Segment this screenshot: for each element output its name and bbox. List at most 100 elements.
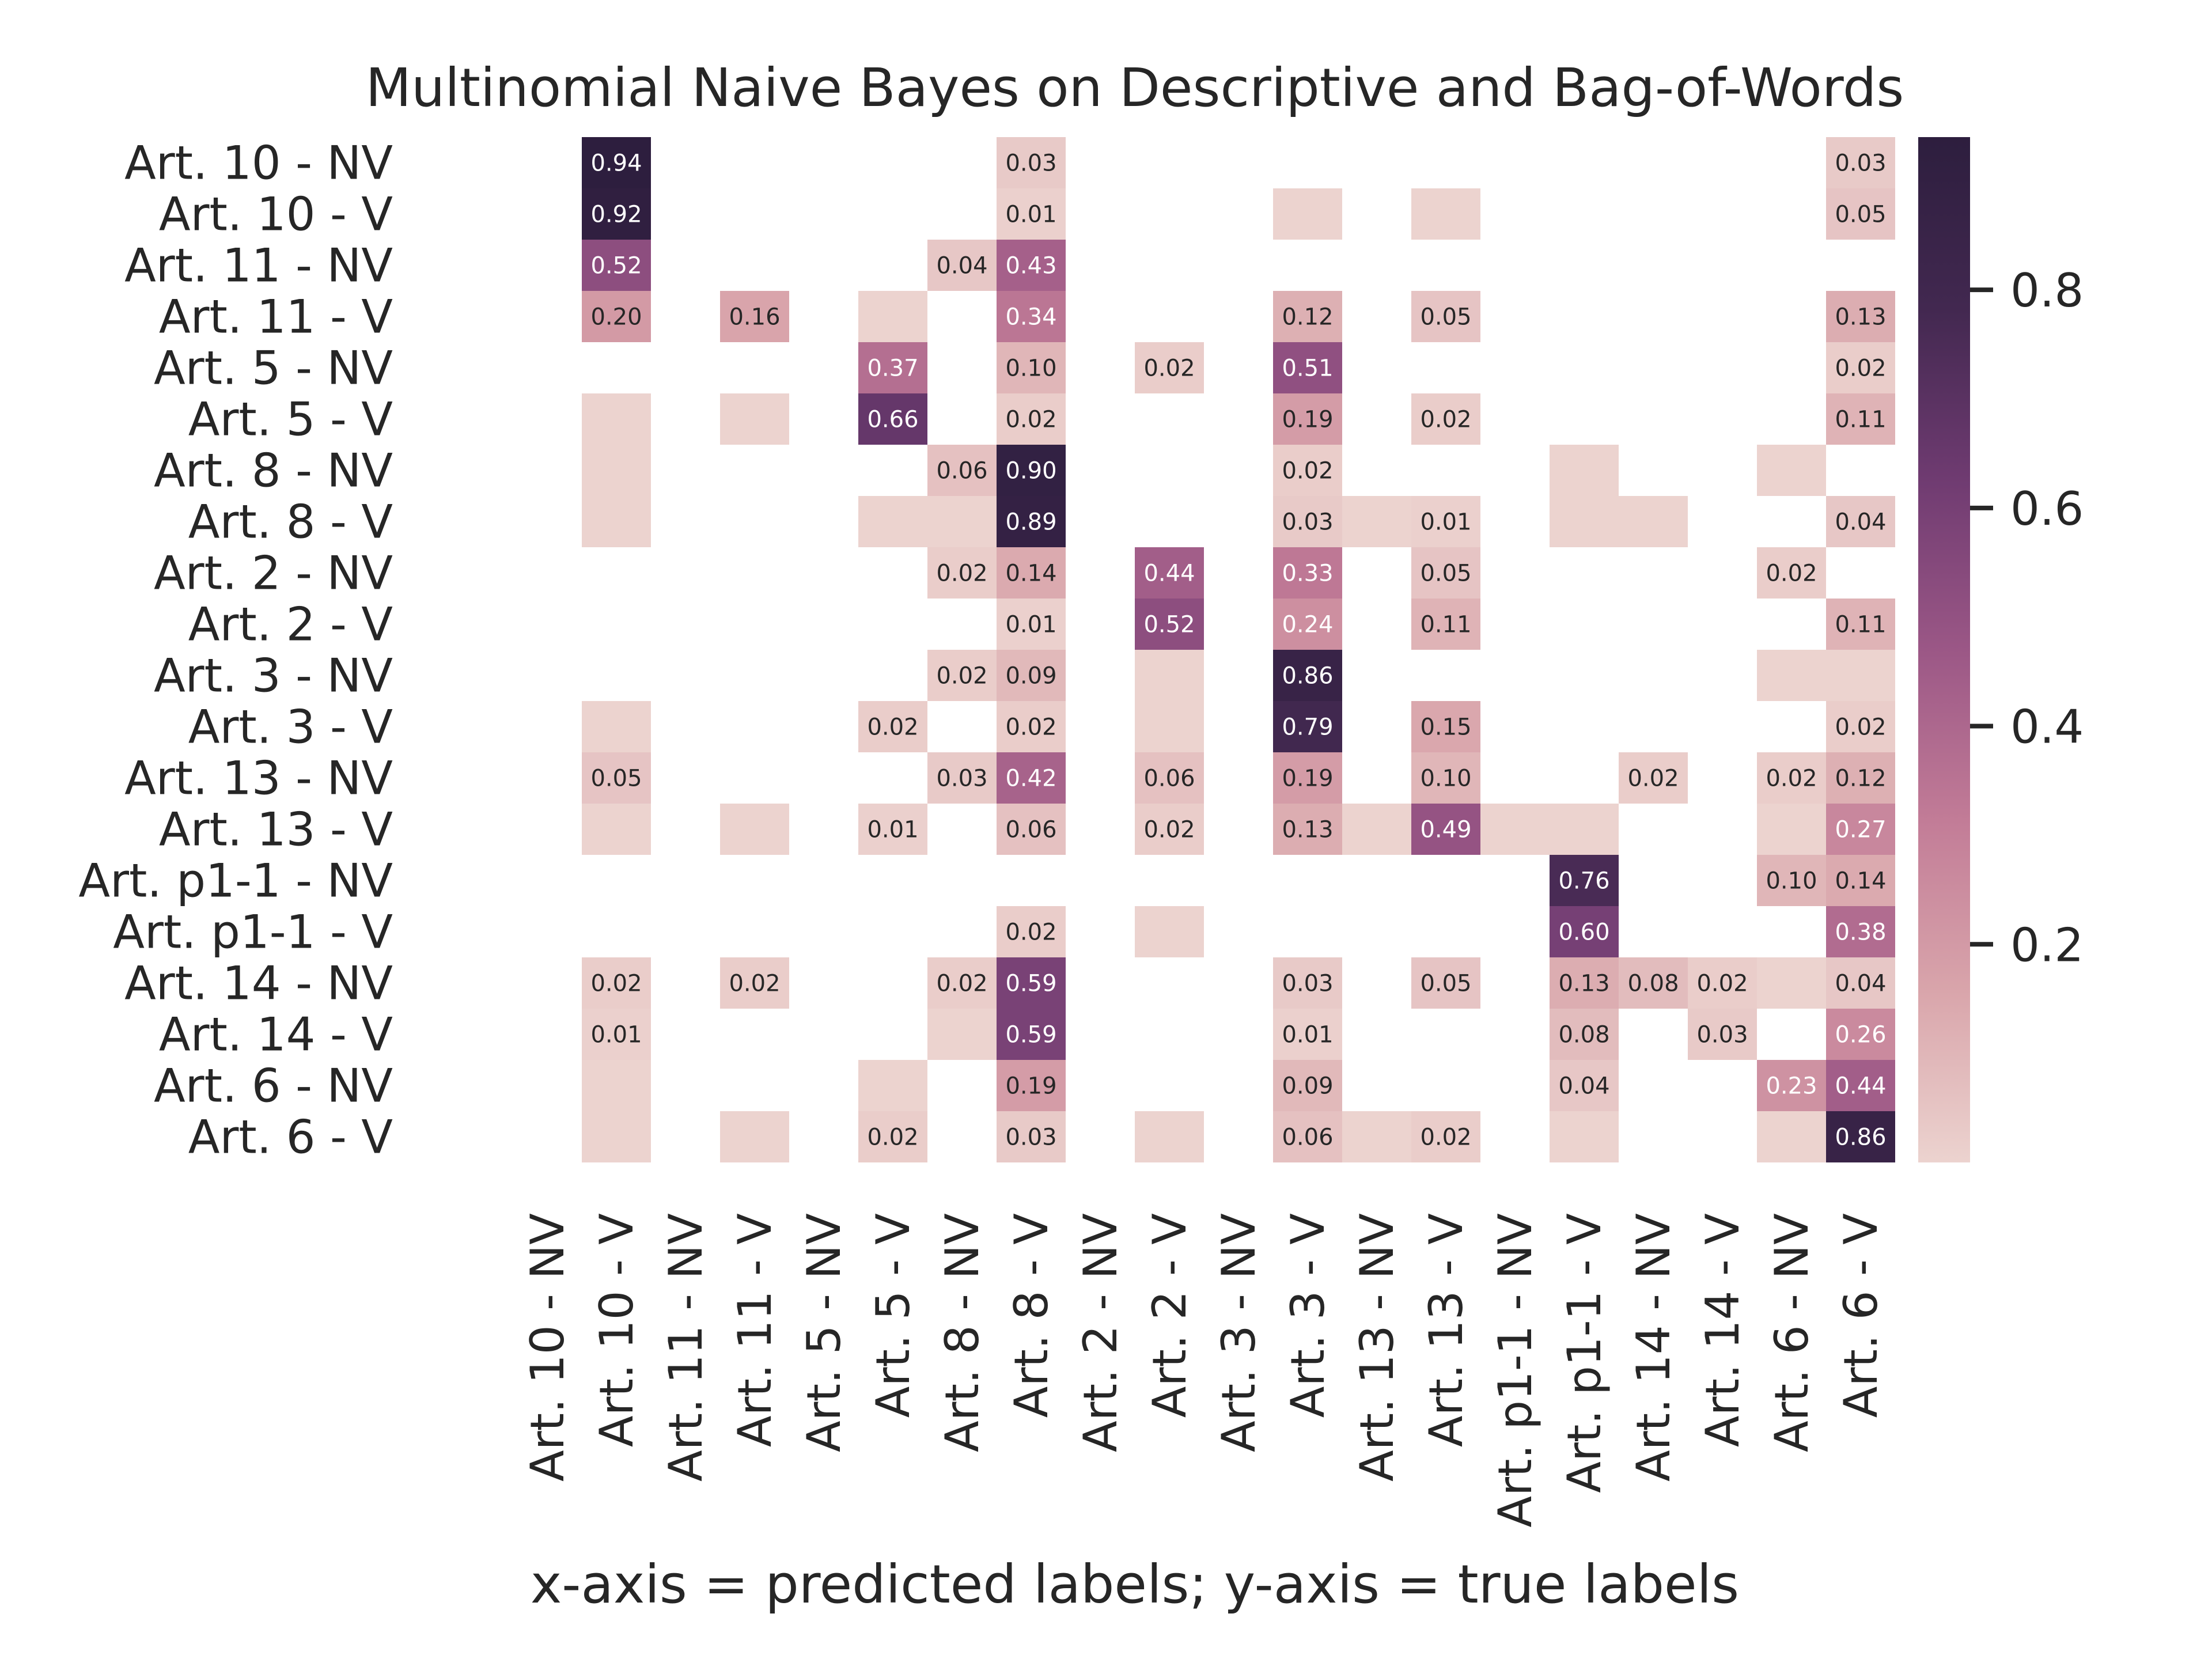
- cell-value-label: 0.05: [1420, 304, 1471, 331]
- cell-value-label: 0.19: [1005, 1073, 1056, 1100]
- cell-value-label: 0.14: [1835, 868, 1886, 895]
- cell-value-label: 0.02: [1005, 919, 1056, 946]
- x-tick-label: Art. 3 - NV: [1212, 1213, 1266, 1452]
- x-tick-label: Art. 13 - NV: [1350, 1213, 1404, 1482]
- heatmap-cell: [1135, 804, 1204, 855]
- cell-value-label: 0.89: [1005, 509, 1056, 536]
- heatmap-cell: [997, 701, 1066, 752]
- cell-value-label: 0.11: [1835, 612, 1886, 638]
- y-tick-label: Art. 2 - V: [188, 598, 393, 652]
- cell-value-label: 0.01: [867, 817, 918, 843]
- cell-value-label: 0.49: [1420, 817, 1471, 843]
- chart-title: Multinomial Naive Bayes on Descriptive a…: [366, 57, 1904, 119]
- colorbar-tick-label: 0.6: [2010, 482, 2084, 536]
- cell-value-label: 0.05: [590, 766, 642, 792]
- y-tick-label: Art. 14 - NV: [124, 957, 393, 1010]
- y-tick-label: Art. 8 - NV: [154, 444, 393, 498]
- cell-value-label: 0.02: [729, 971, 780, 997]
- heatmap-cell: [582, 1009, 651, 1060]
- heatmap-cell: [1550, 496, 1619, 547]
- cell-value-label: 0.13: [1558, 971, 1609, 997]
- cell-value-label: 0.03: [1005, 150, 1056, 177]
- cell-value-label: 0.94: [590, 150, 642, 177]
- heatmap-cell: [997, 1060, 1066, 1111]
- heatmap-cell: [1273, 1111, 1342, 1162]
- heatmap-cell: [1273, 342, 1342, 393]
- heatmap-cell: [1826, 393, 1895, 445]
- heatmap-cell: [1619, 752, 1688, 804]
- heatmap-cell: [1757, 445, 1826, 496]
- heatmap-cell: [720, 393, 789, 445]
- y-tick-label: Art. 11 - NV: [124, 239, 393, 293]
- cell-value-label: 0.43: [1005, 253, 1056, 279]
- heatmap-cell: [1135, 650, 1204, 701]
- y-tick-label: Art. 8 - V: [188, 495, 393, 549]
- heatmap-cell: [997, 496, 1066, 547]
- heatmap-cell: [582, 701, 651, 752]
- heatmap-cell: [1826, 291, 1895, 342]
- heatmap-cell: [1826, 752, 1895, 804]
- heatmap-cell: [1273, 701, 1342, 752]
- heatmap-cell: [1757, 650, 1826, 701]
- heatmap-cell: [582, 291, 651, 342]
- heatmap-cell: [927, 445, 997, 496]
- heatmap-cell: [582, 496, 651, 547]
- cell-value-label: 0.04: [1835, 509, 1886, 536]
- cell-value-label: 0.12: [1835, 766, 1886, 792]
- heatmap-cell: [1619, 496, 1688, 547]
- x-tick-label: Art. 6 - NV: [1765, 1213, 1819, 1452]
- heatmap-cell: [1273, 291, 1342, 342]
- heatmap-cell: [858, 393, 927, 445]
- cell-value-label: 0.03: [936, 766, 987, 792]
- heatmap-cells: 0.94 0.03 0.03 0.92 0.01 0.05 0.52 0.04 0.43 0.20…: [582, 137, 1895, 1162]
- cell-value-label: 0.34: [1005, 304, 1056, 331]
- heatmap-cell: [1826, 342, 1895, 393]
- heatmap-cell: [1273, 1060, 1342, 1111]
- x-tick-label: Art. 11 - NV: [659, 1213, 713, 1482]
- cell-value-label: 0.01: [1005, 202, 1056, 228]
- cell-value-label: 0.92: [590, 202, 642, 228]
- cell-value-label: 0.02: [1766, 560, 1817, 587]
- x-tick-label: Art. 5 - NV: [797, 1213, 851, 1452]
- cell-value-label: 0.44: [1143, 560, 1195, 587]
- heatmap-cell: [997, 599, 1066, 650]
- heatmap-cell: [858, 496, 927, 547]
- heatmap-cell: [1826, 855, 1895, 906]
- cell-value-label: 0.01: [1005, 612, 1056, 638]
- heatmap-cell: [997, 342, 1066, 393]
- cell-value-label: 0.44: [1835, 1073, 1886, 1100]
- cell-value-label: 0.19: [1282, 766, 1333, 792]
- heatmap-cell: [582, 1111, 651, 1162]
- y-tick-label: Art. 6 - V: [188, 1111, 393, 1164]
- heatmap-cell: [1757, 1060, 1826, 1111]
- cell-value-label: 0.01: [1282, 1022, 1333, 1048]
- x-tick-label: Art. 2 - V: [1143, 1213, 1196, 1418]
- cell-value-label: 0.13: [1835, 304, 1886, 331]
- cell-value-label: 0.06: [936, 458, 987, 484]
- cell-value-label: 0.02: [1627, 766, 1679, 792]
- heatmap-cell: [1826, 496, 1895, 547]
- heatmap-cell: [927, 650, 997, 701]
- cell-value-label: 0.86: [1835, 1124, 1886, 1151]
- heatmap-cell: [997, 547, 1066, 599]
- heatmap-cell: [1826, 188, 1895, 240]
- cell-value-label: 0.26: [1835, 1022, 1886, 1048]
- cell-value-label: 0.24: [1282, 612, 1333, 638]
- cell-value-label: 0.02: [867, 714, 918, 741]
- y-tick-label: Art. 5 - V: [188, 393, 393, 446]
- cell-value-label: 0.09: [1282, 1073, 1333, 1100]
- heatmap-cell: [858, 342, 927, 393]
- y-tick-label: Art. 13 - NV: [124, 752, 393, 805]
- heatmap-cell: [858, 291, 927, 342]
- cell-value-label: 0.59: [1005, 1022, 1056, 1048]
- heatmap-cell: [1273, 496, 1342, 547]
- y-tick-label: Art. 10 - V: [159, 188, 393, 241]
- heatmap-cell: [927, 957, 997, 1009]
- x-axis-tick-labels: Art. 10 - NV Art. 10 - V Art. 11 - NV Art. …: [521, 1213, 1888, 1528]
- heatmap-cell: [582, 752, 651, 804]
- heatmap-cell: [1550, 957, 1619, 1009]
- heatmap-cell: [1757, 1111, 1826, 1162]
- cell-value-label: 0.20: [590, 304, 642, 331]
- heatmap-cell: [582, 393, 651, 445]
- heatmap-cell: [1757, 804, 1826, 855]
